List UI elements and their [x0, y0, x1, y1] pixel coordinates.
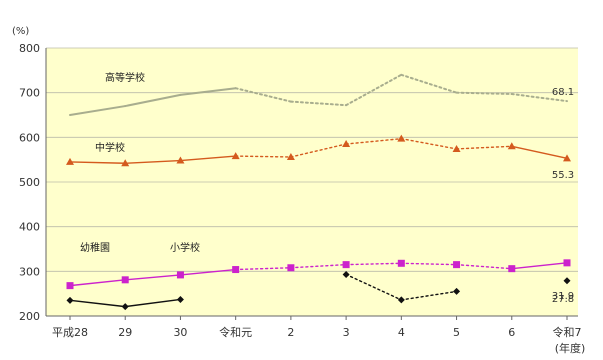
- y-tick-label: 500: [19, 176, 40, 189]
- junior-high-point: [176, 156, 185, 164]
- junior-high-point: [121, 159, 130, 167]
- junior-high-point: [452, 144, 461, 152]
- elementary-segment: [345, 262, 403, 266]
- junior-high-point: [66, 157, 74, 165]
- elementary-segment: [179, 268, 237, 276]
- x-tick-label: 平成28: [52, 326, 88, 339]
- high-school-segment: [345, 73, 403, 107]
- axes: 200 300 400 500 600 700 800 平成28 29 30 令和元 2 3 4 5 6 令和7: [19, 42, 582, 339]
- elementary-segment: [511, 262, 568, 270]
- junior-high-point: [563, 154, 571, 162]
- x-tick-label: 令和7: [553, 325, 582, 339]
- x-tick-label: 令和元: [219, 325, 252, 339]
- kindergarten-point: [563, 277, 571, 285]
- elementary-segment: [290, 263, 347, 269]
- x-tick-label: 29: [118, 326, 132, 339]
- kindergarten-point: [342, 270, 350, 278]
- junior-high-segment: [455, 145, 513, 150]
- y-tick-label: 600: [19, 131, 40, 144]
- y-tick-label: 400: [19, 221, 40, 234]
- elementary-point: [453, 261, 461, 269]
- kindergarten-end-value-label: 27.8: [552, 294, 574, 305]
- high-school-segment: [510, 93, 568, 103]
- kindergarten-point: [66, 296, 74, 304]
- elementary-point: [397, 259, 405, 267]
- elementary-segment: [124, 274, 182, 281]
- junior-high-segment: [400, 137, 458, 150]
- kindergarten-segment: [345, 273, 403, 301]
- high-school-segment: [289, 100, 348, 107]
- elementary-point: [176, 271, 184, 279]
- high-school-segment: [234, 87, 292, 103]
- elementary-point: [563, 259, 571, 267]
- high-school-segment: [124, 93, 182, 108]
- junior-high-segment: [234, 155, 292, 158]
- kindergarten-point: [453, 287, 461, 295]
- junior-high-segment: [179, 155, 237, 162]
- elementary-segment: [234, 267, 292, 271]
- high-school-series-label: 高等学校: [105, 71, 145, 84]
- y-tick-label: 300: [19, 265, 40, 278]
- y-axis-unit: (%): [12, 26, 29, 37]
- y-tick-label: 200: [19, 310, 40, 323]
- junior-high-point: [397, 134, 406, 142]
- kindergarten-segment: [124, 298, 182, 308]
- high-school-segment: [455, 91, 513, 96]
- junior-high-point: [507, 142, 516, 150]
- y-tick-label: 700: [19, 87, 40, 100]
- junior-high-point: [286, 152, 295, 160]
- elementary-point: [66, 282, 74, 290]
- junior-high-segment: [290, 143, 347, 158]
- junior-high-segment: [345, 137, 403, 145]
- kindergarten-point: [176, 295, 184, 303]
- junior-high-series-label: 中学校: [95, 141, 125, 154]
- high-school-end-value-label: 68.1: [552, 87, 574, 98]
- elementary-point: [287, 264, 295, 272]
- junior-high-segment: [124, 159, 182, 164]
- high-school-segment: [69, 105, 127, 116]
- kindergarten-point: [121, 303, 129, 311]
- elementary-end-value-label: 31.9: [552, 291, 574, 302]
- junior-high-point: [342, 140, 351, 148]
- x-axis-extra-label: (年度): [555, 341, 586, 355]
- x-tick-label: 4: [398, 326, 405, 339]
- labels-layer: 高等学校 68.1 中学校 55.3 小学校 31.9 幼稚園 27.8: [80, 71, 574, 305]
- elementary-point: [232, 266, 240, 274]
- junior-high-end-value-label: 55.3: [552, 170, 574, 181]
- elementary-series-label: 小学校: [170, 241, 200, 254]
- x-tick-label: 5: [453, 326, 460, 339]
- junior-high-segment: [511, 145, 568, 160]
- kindergarten-series-label: 幼稚園: [80, 241, 110, 254]
- y-tick-label: 800: [19, 42, 40, 55]
- high-school-segment: [179, 87, 237, 96]
- elementary-segment: [455, 263, 513, 270]
- junior-high-segment: [69, 161, 126, 164]
- elementary-point: [342, 261, 350, 269]
- x-tick-label: 2: [287, 326, 294, 339]
- x-tick-label: 30: [173, 326, 187, 339]
- x-tick-label: 3: [343, 326, 350, 339]
- series-layer: [66, 73, 571, 311]
- elementary-point: [121, 276, 129, 284]
- high-school-segment: [400, 73, 458, 94]
- elementary-segment: [69, 279, 126, 287]
- elementary-segment: [400, 262, 458, 266]
- elementary-point: [508, 265, 516, 273]
- kindergarten-point: [397, 296, 405, 304]
- kindergarten-segment: [400, 290, 458, 301]
- x-tick-label: 6: [508, 326, 515, 339]
- kindergarten-segment: [69, 299, 126, 308]
- junior-high-point: [231, 152, 240, 160]
